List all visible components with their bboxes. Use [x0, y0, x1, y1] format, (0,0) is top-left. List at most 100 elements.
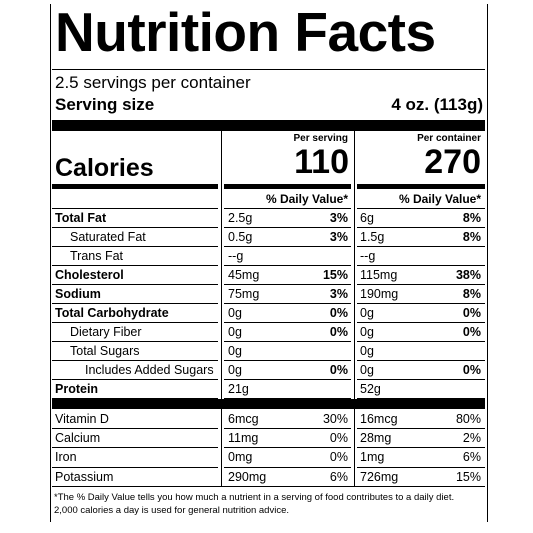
calories-container: 270	[424, 143, 481, 181]
row-rule	[224, 303, 351, 304]
row-rule	[52, 341, 218, 342]
container-dv: 80%	[455, 412, 481, 426]
row-rule	[52, 265, 218, 266]
container-dv: 8%	[462, 211, 481, 225]
container-amount: 52g	[360, 382, 381, 396]
serving-amount: --g	[228, 249, 244, 263]
nutrient-name: Protein	[55, 382, 99, 396]
serving-dv: 0%	[329, 363, 348, 377]
row-rule	[357, 284, 485, 285]
serving-amount: 6mcg	[228, 412, 259, 426]
thick-rule	[224, 184, 351, 189]
nutrient-name: Dietary Fiber	[70, 325, 142, 339]
container-amount: --g	[360, 249, 376, 263]
serving-dv: 3%	[329, 211, 348, 225]
thick-rule	[52, 120, 485, 131]
row-rule	[357, 341, 485, 342]
nutrient-name: Includes Added Sugars	[85, 363, 214, 377]
serving-dv: 6%	[329, 469, 348, 484]
container-amount: 6g	[360, 211, 374, 225]
container-amount: 190mg	[360, 287, 399, 301]
row-rule	[224, 208, 351, 209]
serving-amount: 290mg	[228, 469, 267, 484]
row-rule	[357, 322, 485, 323]
row-rule	[357, 246, 485, 247]
dv-header: % Daily Value*	[398, 192, 481, 206]
serving-amount: 0g	[228, 363, 242, 377]
row-rule	[52, 447, 218, 449]
row-rule	[357, 303, 485, 304]
container-amount: 16mcg	[360, 412, 398, 426]
row-rule	[52, 208, 218, 209]
title: Nutrition Facts	[55, 1, 436, 63]
nutrient-name: Total Fat	[55, 211, 107, 225]
container-amount: 0g	[360, 344, 374, 358]
nutrient-name: Iron	[55, 450, 77, 465]
nutrient-name: Vitamin D	[55, 412, 109, 426]
container-dv: 8%	[462, 230, 481, 244]
serving-dv: 0%	[329, 306, 348, 320]
per-container-header: Per container	[417, 133, 481, 144]
column-divider	[354, 131, 355, 487]
row-rule	[52, 466, 218, 468]
row-rule	[357, 265, 485, 266]
serving-dv: 0%	[329, 325, 348, 339]
container-amount: 726mg	[360, 469, 399, 484]
container-dv: 0%	[462, 325, 481, 339]
footnote: *The % Daily Value tells you how much a …	[54, 492, 455, 503]
nutrient-name: Potassium	[55, 469, 114, 484]
container-dv: 6%	[462, 450, 481, 465]
per-serving-header: Per serving	[293, 133, 348, 144]
row-rule	[357, 360, 485, 361]
serving-dv: 3%	[329, 287, 348, 301]
row-rule	[357, 428, 485, 430]
dv-header: % Daily Value*	[265, 192, 348, 206]
thick-rule	[52, 399, 485, 409]
serving-dv: 0%	[329, 431, 348, 446]
serving-amount: 2.5g	[228, 211, 253, 225]
row-rule	[52, 303, 218, 304]
calories-label: Calories	[55, 154, 154, 182]
serving-dv: 30%	[322, 412, 348, 426]
container-amount: 0g	[360, 325, 374, 339]
row-rule	[52, 227, 218, 228]
serving-amount: 45mg	[228, 268, 260, 282]
row-rule	[52, 284, 218, 285]
row-rule	[224, 379, 351, 380]
row-rule	[52, 322, 218, 323]
container-dv: 38%	[455, 268, 481, 282]
row-rule	[357, 466, 485, 468]
serving-amount: 75mg	[228, 287, 260, 301]
calories-serving: 110	[294, 143, 349, 181]
footnote: 2,000 calories a day is used for general…	[54, 505, 289, 516]
row-rule	[52, 360, 218, 361]
container-amount: 1mg	[360, 450, 385, 465]
rule	[52, 69, 485, 70]
nutrient-name: Calcium	[55, 431, 101, 446]
row-rule	[224, 246, 351, 247]
container-amount: 0g	[360, 306, 374, 320]
rule	[52, 486, 485, 487]
thick-rule	[52, 184, 218, 189]
row-rule	[224, 227, 351, 228]
container-amount: 0g	[360, 363, 374, 377]
serving-amount: 0mg	[228, 450, 253, 465]
container-dv: 15%	[455, 469, 481, 484]
serving-amount: 21g	[228, 382, 249, 396]
nutrient-name: Total Carbohydrate	[55, 306, 169, 320]
serving-dv: 3%	[329, 230, 348, 244]
row-rule	[224, 428, 351, 430]
row-rule	[224, 398, 351, 399]
nutrient-name: Total Sugars	[70, 344, 140, 358]
nutrient-name: Saturated Fat	[70, 230, 146, 244]
row-rule	[52, 428, 218, 430]
serving-dv: 15%	[322, 268, 348, 282]
serving-amount: 0.5g	[228, 230, 253, 244]
serving-amount: 0g	[228, 344, 242, 358]
row-rule	[224, 360, 351, 361]
row-rule	[52, 379, 218, 380]
container-amount: 1.5g	[360, 230, 385, 244]
container-dv: 0%	[462, 306, 481, 320]
container-dv: 0%	[462, 363, 481, 377]
